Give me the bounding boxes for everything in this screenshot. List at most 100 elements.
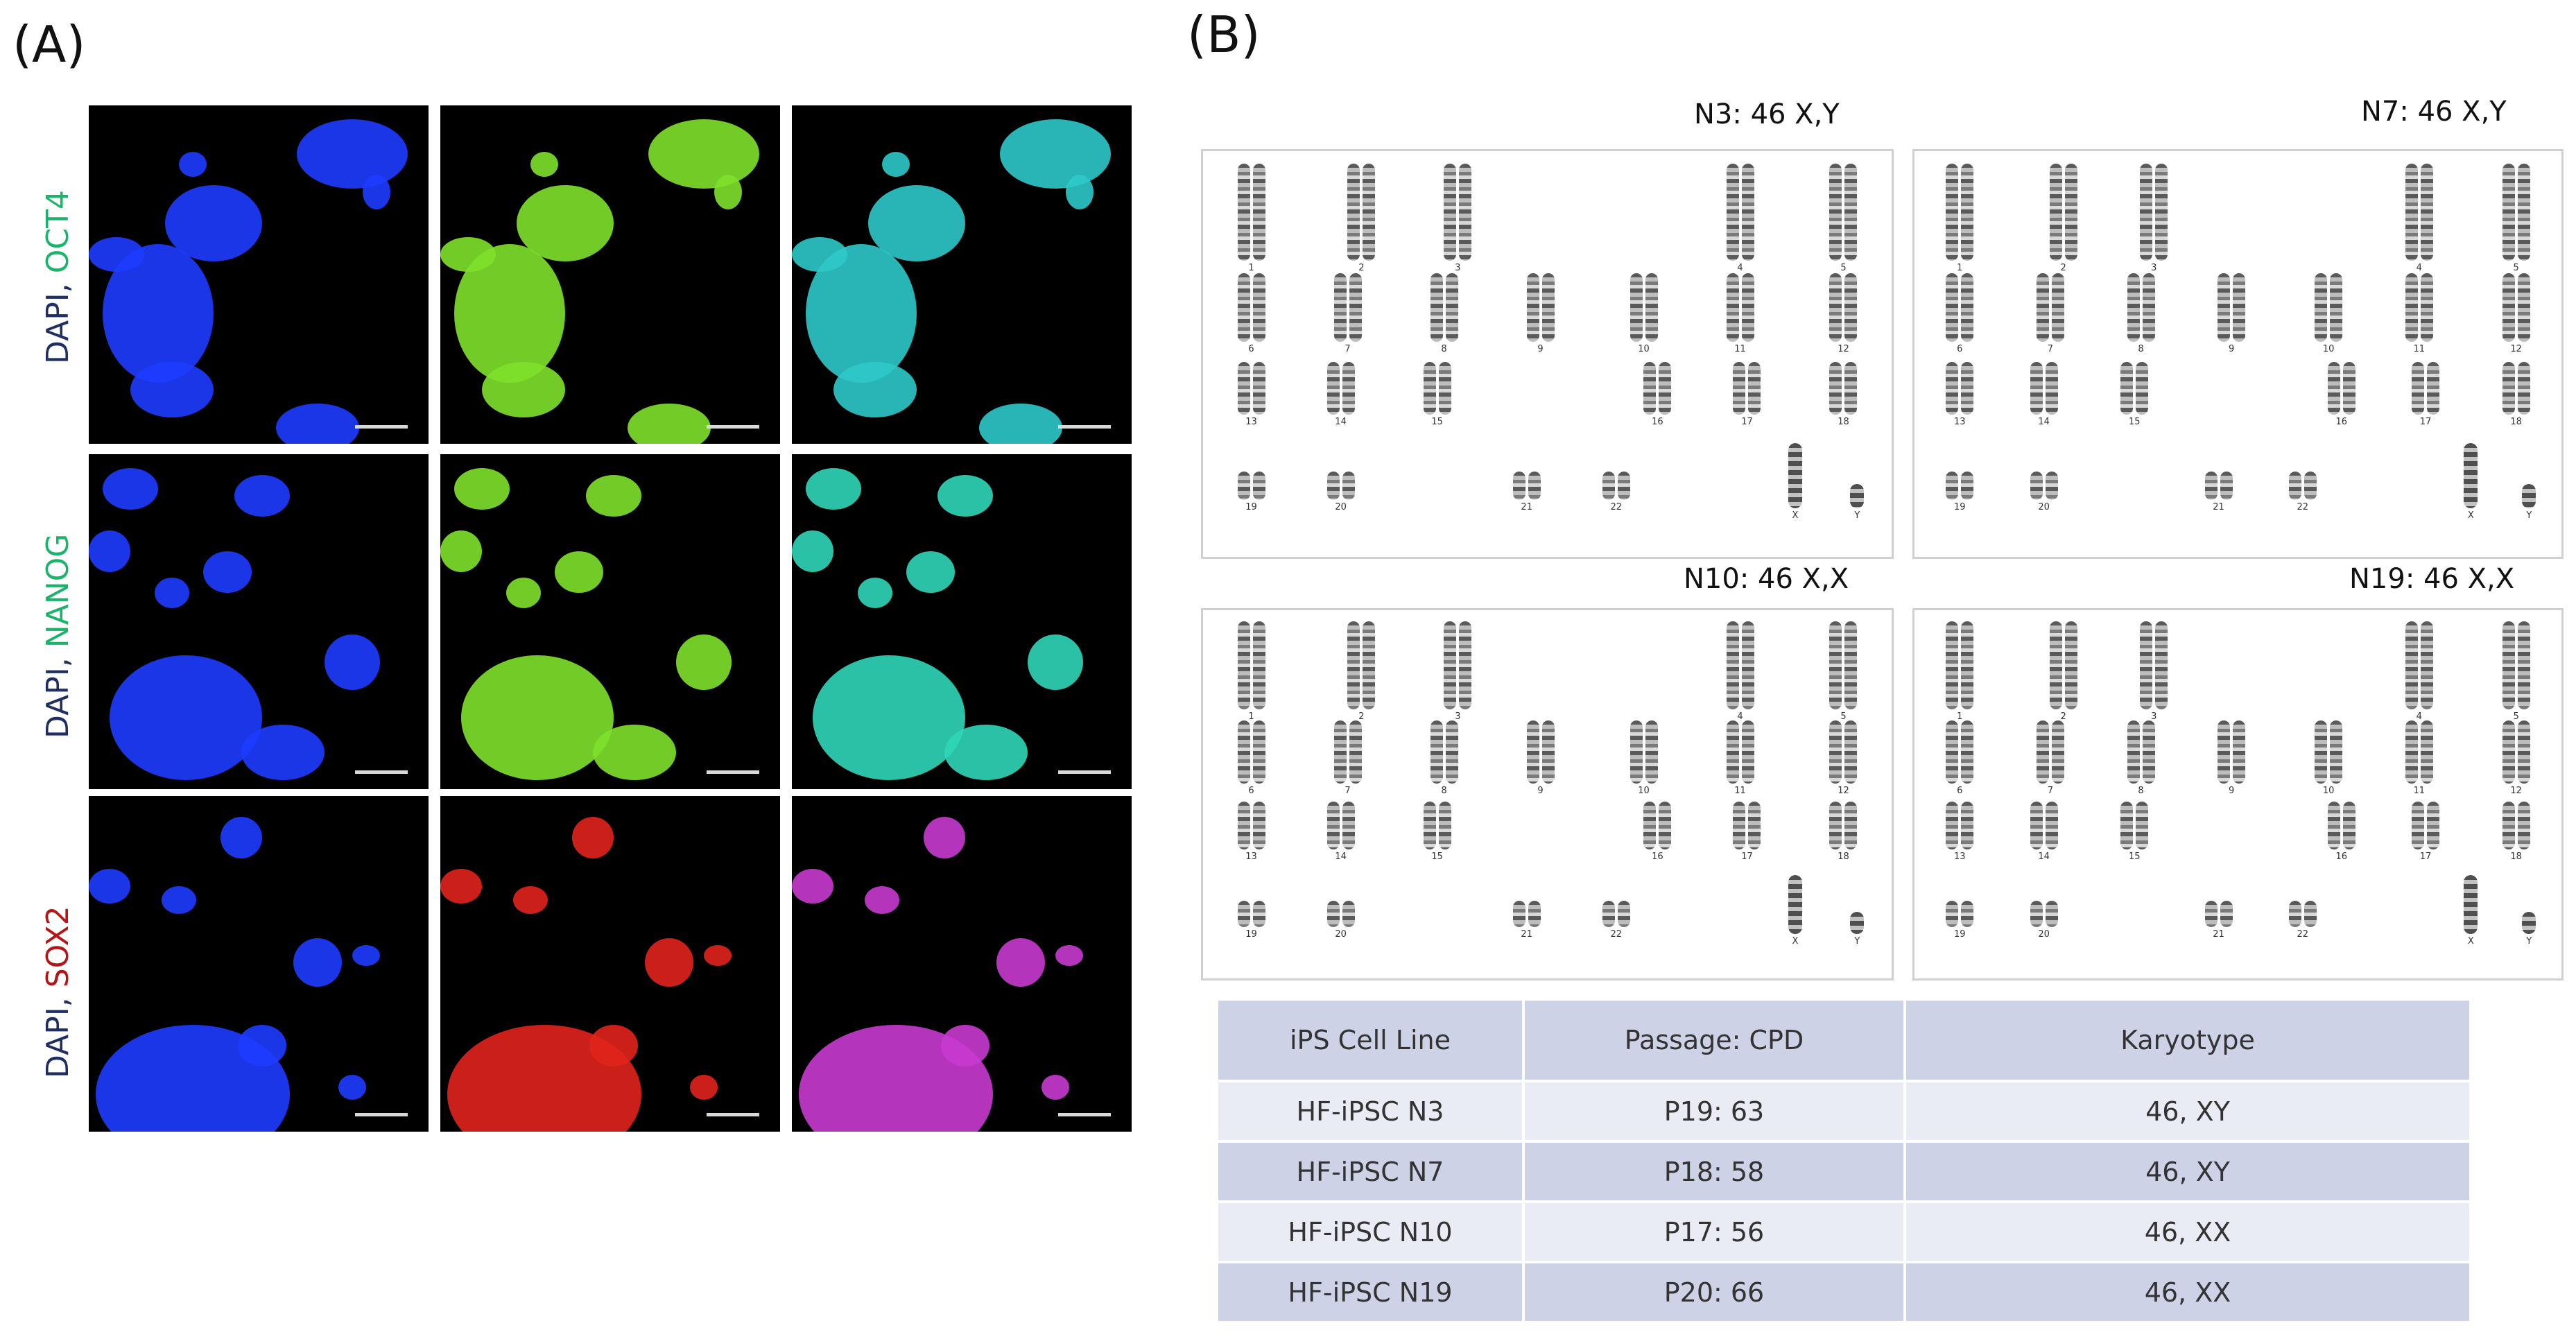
cell-colony (440, 869, 482, 904)
if-image-sox2-merge (792, 796, 1132, 1132)
chromosome (2327, 802, 2340, 850)
chromosome (2420, 621, 2433, 710)
chromosome-number: X (1792, 936, 1799, 947)
chromosome-number: 5 (1840, 711, 1847, 723)
chromosome (1844, 273, 1858, 342)
cell-colony (882, 152, 910, 177)
chromosome-number: 13 (1245, 417, 1257, 428)
chromosome (2233, 273, 2246, 342)
karyotype-panel-n7: 1 2 3 4 5 6 7 8 9 10 11 12 13 14 15 16 17 18 19 20 21 22 X Y (1912, 149, 2564, 559)
sex-chromosome: X (1788, 443, 1816, 524)
chromosome-pair: 16 (2327, 802, 2355, 863)
scale-bar (707, 1113, 759, 1116)
cell-colony (241, 725, 325, 780)
chromosome-pair: 6 (1946, 273, 1974, 356)
chromosome-number: 16 (1652, 852, 1663, 863)
cell-colony (1066, 175, 1093, 209)
chromosome-pair: 20 (1326, 472, 1355, 514)
cell-colony (297, 119, 408, 189)
chromosome (2330, 273, 2343, 342)
chromosome-pair: 9 (2218, 720, 2246, 797)
chromosome (1748, 802, 1761, 850)
table-cell: P20: 66 (1523, 1262, 1906, 1324)
chromosome (1342, 472, 1355, 501)
chromosome-number: 1 (1957, 262, 1963, 273)
cell-colony (238, 1025, 286, 1066)
chromosome-pair: 2 (2049, 163, 2077, 275)
chromosome-pair: 15 (2120, 362, 2149, 429)
chromosome-pair: 6 (1946, 720, 1974, 797)
chromosome-pair: 17 (1733, 362, 1761, 429)
if-image-nanog-dapi (89, 454, 429, 789)
karyotype-panel-n3: 1 2 3 4 5 6 7 8 9 10 11 12 13 14 15 16 17 18 19 20 21 22 X Y (1201, 149, 1894, 559)
chromosome (1829, 720, 1842, 784)
chromosome (2517, 720, 2530, 784)
chromosome (2220, 472, 2233, 501)
chromosome-pair: 2 (1347, 621, 1376, 723)
chromosome-pair: 11 (2405, 273, 2433, 356)
chromosome (2288, 472, 2301, 501)
table-cell: HF-iPSC N10 (1218, 1202, 1525, 1263)
chromosome-number: 21 (2213, 502, 2224, 513)
karyotype-panel-n10: 1 2 3 4 5 6 7 8 9 10 11 12 13 14 15 16 17 18 19 20 21 22 X Y (1201, 608, 1894, 981)
cell-colony (363, 175, 390, 209)
chromosome (1844, 163, 1858, 261)
chromosome (1528, 472, 1541, 501)
chromosome-number: 14 (2038, 852, 2050, 863)
chromosome (1643, 802, 1657, 850)
chromosome (2502, 273, 2515, 342)
chromosome-number: 14 (2038, 417, 2050, 428)
chromosome-number: 7 (1345, 343, 1351, 354)
cell-colony (979, 404, 1062, 444)
chromosome-number: Y (1854, 936, 1860, 947)
chromosome (1512, 901, 1525, 927)
chromosome-number: 2 (1358, 711, 1365, 723)
cell-colony (155, 578, 189, 608)
chromosome (1946, 362, 1959, 415)
chromosome-pair: 17 (1733, 802, 1761, 863)
cell-colony (937, 475, 993, 517)
chromosome-number: 16 (1652, 417, 1663, 428)
chromosome (1645, 720, 1658, 784)
chromosome (1602, 901, 1615, 927)
table-cell: 46, XY (1905, 1141, 2472, 1203)
chromosome (2522, 912, 2536, 935)
chromosome-pair: 3 (1444, 621, 1472, 723)
chromosome (1528, 901, 1541, 927)
chromosome-number: 8 (1441, 785, 1447, 796)
cell-colony (628, 404, 711, 444)
cell-colony (676, 634, 732, 690)
cell-colony (506, 578, 541, 608)
chromosome-pair: 17 (2412, 362, 2440, 429)
chromosome-pair: 18 (2502, 802, 2530, 863)
chromosome (2142, 720, 2155, 784)
chromosome-number: 9 (2229, 343, 2235, 354)
cell-colony (530, 152, 558, 177)
chromosome (2517, 163, 2530, 261)
scale-bar (355, 425, 408, 429)
table-header-row: iPS Cell Line Passage: CPD Karyotype (1218, 1001, 2472, 1082)
chromosome-pair: 3 (1444, 163, 1472, 275)
cell-colony (221, 817, 262, 858)
karyotype-title-n10: N10: 46 X,X (1684, 563, 1849, 595)
cell-colony (924, 817, 965, 858)
chromosome-number: 3 (2151, 711, 2157, 723)
chromosome (1741, 163, 1754, 261)
chromosome (2036, 273, 2049, 342)
chromosome-pair: 10 (2315, 273, 2343, 356)
cell-colony (103, 244, 214, 383)
cell-colony (806, 468, 861, 510)
chromosome (1237, 720, 1250, 784)
chromosome (2120, 362, 2134, 415)
chromosome (2045, 472, 2058, 501)
chromosome (1526, 720, 1539, 784)
chromosome (2464, 875, 2478, 935)
chromosome-pair: 19 (1946, 901, 1974, 940)
chromosome (2030, 472, 2043, 501)
chromosome (1526, 273, 1539, 342)
cell-colony (454, 244, 565, 383)
chromosome-number: 14 (1335, 852, 1347, 863)
cell-colony (338, 1075, 366, 1100)
karyotype-title-n7: N7: 46 X,Y (2361, 96, 2507, 128)
chromosome-number: 3 (1455, 262, 1461, 273)
